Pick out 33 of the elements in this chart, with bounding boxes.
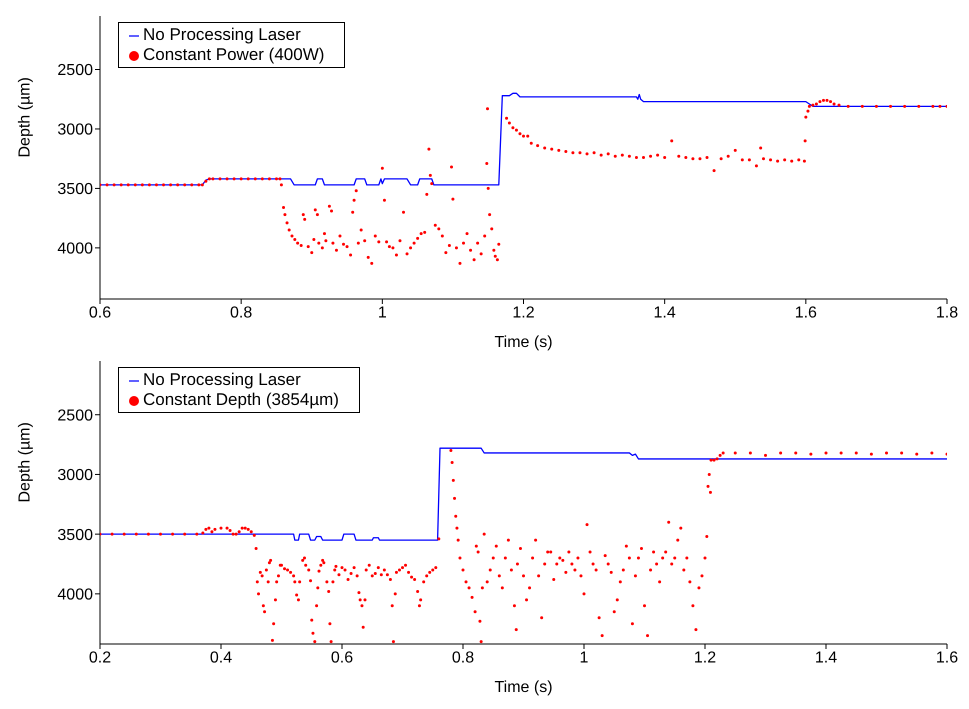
legend-label: No Processing Laser xyxy=(143,25,301,44)
x-tick-label: 0.8 xyxy=(452,649,474,666)
x-tick-label: 1.6 xyxy=(794,304,818,322)
x-tick-label: 1.8 xyxy=(936,304,958,322)
y-tick-label: 4000 xyxy=(57,586,94,604)
line-series xyxy=(100,448,947,541)
x-tick-label: 1 xyxy=(378,304,387,322)
y-axis-title: Depth (µm) xyxy=(16,77,34,158)
x-tick-label: 1.2 xyxy=(694,649,716,666)
x-tick-label: 0.2 xyxy=(88,649,112,666)
legend-label: Constant Depth (3854µm) xyxy=(143,390,339,409)
x-tick-label: 0.4 xyxy=(210,649,232,666)
y-tick-label: 3000 xyxy=(57,122,94,139)
x-tick-label: 0.6 xyxy=(330,649,354,666)
x-tick-label: 1.4 xyxy=(814,649,838,666)
x-tick-label: 0.8 xyxy=(230,304,252,322)
y-tick-label: 4000 xyxy=(57,240,94,258)
x-tick-label: 1.4 xyxy=(654,304,676,322)
y-tick-label: 2500 xyxy=(57,62,94,80)
y-tick-label: 3000 xyxy=(57,467,94,484)
x-tick-label: 1.6 xyxy=(936,649,958,666)
x-tick-label: 1.2 xyxy=(512,304,535,322)
x-axis-title: Time (s) xyxy=(494,334,553,351)
x-axis-title: Time (s) xyxy=(494,679,553,696)
y-axis-title: Depth (µm) xyxy=(16,422,34,502)
legend-label: No Processing Laser xyxy=(143,370,301,389)
x-tick-label: 1 xyxy=(580,649,589,666)
y-tick-label: 3500 xyxy=(57,526,94,544)
legend-label: Constant Power (400W) xyxy=(143,45,324,64)
x-tick-label: 0.6 xyxy=(88,304,112,322)
line-series xyxy=(100,92,947,186)
y-tick-label: 3500 xyxy=(57,181,94,198)
y-tick-label: 2500 xyxy=(57,407,94,424)
